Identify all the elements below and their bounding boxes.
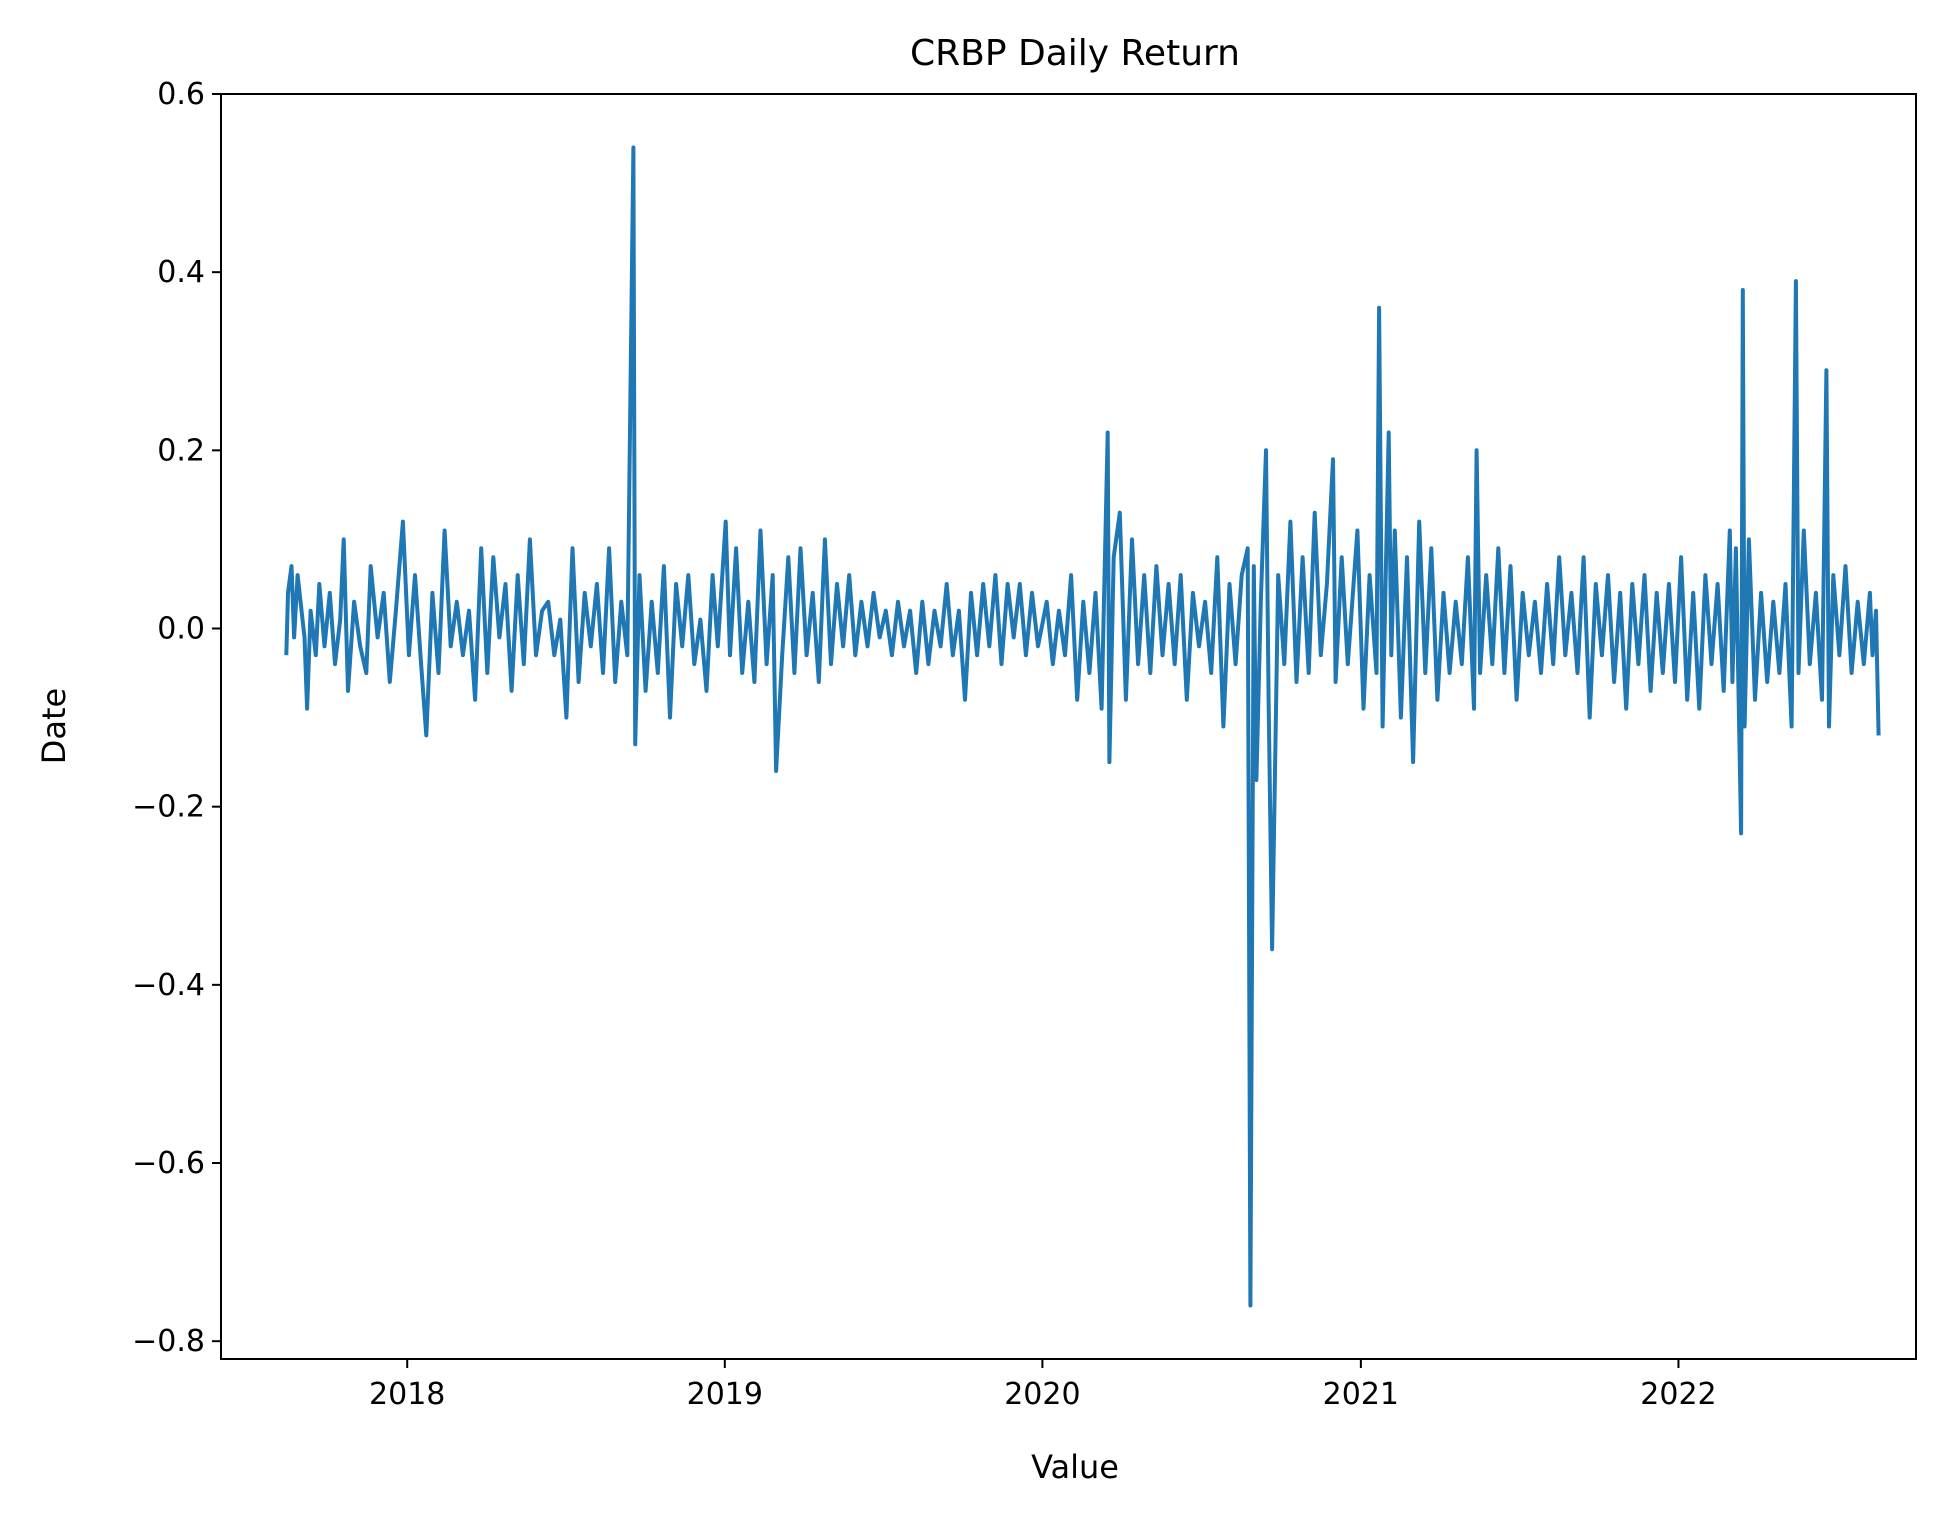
x-tick-label: 2021 [1323, 1377, 1399, 1412]
x-tick-label: 2018 [369, 1377, 445, 1412]
y-tick-label: 0.4 [157, 255, 205, 290]
y-tick-label: 0.2 [157, 433, 205, 468]
y-tick-label: 0.6 [157, 77, 205, 112]
y-tick-label: 0.0 [157, 612, 205, 647]
x-tick-label: 2020 [1004, 1377, 1080, 1412]
y-tick-label: −0.8 [132, 1324, 205, 1359]
plot-area-frame [220, 93, 1917, 1360]
y-tick-label: −0.4 [132, 968, 205, 1003]
y-tick-label: −0.6 [132, 1146, 205, 1181]
y-tick-label: −0.2 [132, 790, 205, 825]
x-tick-label: 2022 [1640, 1377, 1716, 1412]
series-line-daily-return [284, 145, 1881, 1308]
y-axis-label: Date [35, 688, 73, 764]
chart-title: CRBP Daily Return [910, 33, 1240, 74]
x-axis-label: Value [1031, 1448, 1119, 1486]
y-axis-ticks: 0.6 0.4 0.2 0.0 −0.2 −0.4 −0.6 −0.8 [132, 77, 221, 1359]
x-axis-ticks: 2018 2019 2020 2021 2022 [369, 1359, 1717, 1412]
x-tick-label: 2019 [687, 1377, 763, 1412]
